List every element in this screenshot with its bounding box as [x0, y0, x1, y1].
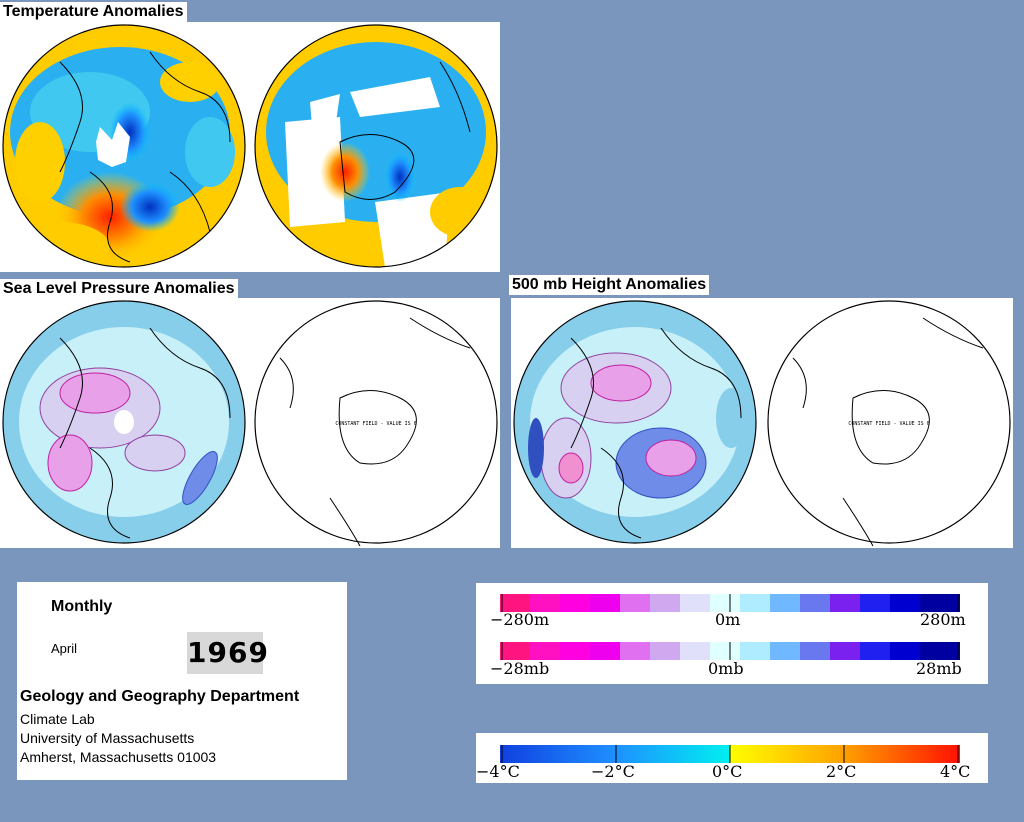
pressure-north-map	[3, 301, 245, 543]
pressure-title: Sea Level Pressure Anomalies	[0, 279, 238, 299]
height-tick-max: 280m	[920, 610, 966, 629]
month-label: April	[51, 641, 78, 656]
temperature-tick-plus4: 4°C	[940, 762, 971, 781]
height-colorbar	[500, 594, 960, 612]
temperature-north-map	[3, 25, 245, 267]
height-north-map	[514, 301, 756, 543]
pressure-maps: CONSTANT FIELD - VALUE IS 0	[2, 300, 498, 547]
pressure-tick-max: 28mb	[916, 659, 962, 678]
height-tick-mid: 0m	[715, 610, 741, 629]
pressure-tick-min: −28mb	[490, 659, 550, 678]
lab-label: Climate Lab	[20, 711, 95, 727]
height-constant-field-note: CONSTANT FIELD - VALUE IS 0	[848, 421, 929, 427]
temperature-title: Temperature Anomalies	[0, 2, 187, 22]
pressure-colorbar	[500, 642, 960, 660]
department-label: Geology and Geography Department	[20, 688, 300, 705]
temperature-tick-plus2: 2°C	[826, 762, 857, 781]
temperature-tick-minus2: −2°C	[591, 762, 635, 781]
temperature-tick-zero: 0°C	[712, 762, 743, 781]
anomaly-legend: −280m 0m 280m −28mb 0mb 28mb	[476, 583, 988, 684]
height-maps: CONSTANT FIELD - VALUE IS 0	[513, 300, 1011, 547]
height-south-map: CONSTANT FIELD - VALUE IS 0	[767, 300, 1011, 547]
height-tick-min: −280m	[490, 610, 550, 629]
height-title: 500 mb Height Anomalies	[509, 275, 710, 295]
anomaly-colorbars	[500, 594, 960, 660]
temperature-colorbar	[500, 745, 960, 763]
height-panel: CONSTANT FIELD - VALUE IS 0	[511, 298, 1013, 548]
pressure-panel: CONSTANT FIELD - VALUE IS 0	[0, 298, 500, 548]
year-display: 1969	[187, 632, 268, 674]
temperature-tick-minus4: −4°C	[476, 762, 520, 781]
temperature-panel	[0, 22, 500, 272]
period-label: Monthly	[51, 598, 113, 615]
address-label: Amherst, Massachusetts 01003	[20, 749, 217, 765]
temperature-maps	[2, 24, 498, 268]
pressure-south-map: CONSTANT FIELD - VALUE IS 0	[254, 300, 498, 547]
temperature-south-map	[255, 25, 497, 267]
info-box: Monthly April 1969 Geology and Geography…	[17, 582, 347, 780]
temperature-legend: −4°C −2°C 0°C 2°C 4°C	[476, 733, 988, 783]
pressure-constant-field-note: CONSTANT FIELD - VALUE IS 0	[335, 421, 416, 427]
university-label: University of Massachusetts	[20, 730, 195, 746]
pressure-tick-mid: 0mb	[708, 659, 744, 678]
